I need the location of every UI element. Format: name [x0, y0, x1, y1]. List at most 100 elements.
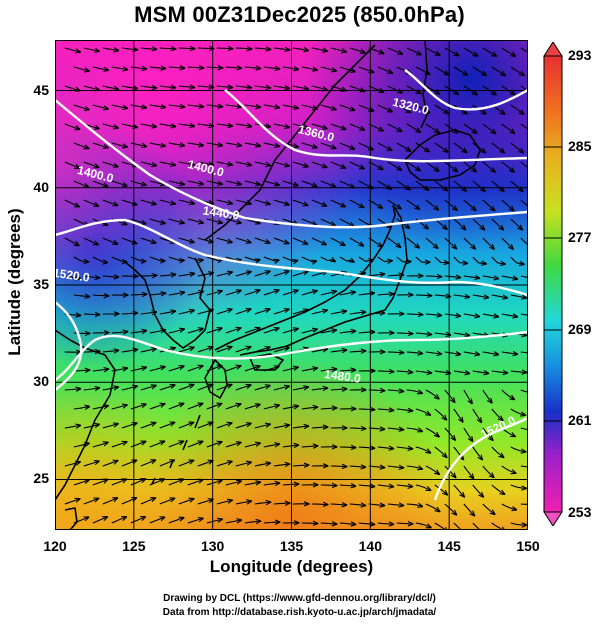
streamline-arrow	[358, 523, 375, 525]
streamline-arrow	[225, 442, 241, 448]
streamline-arrow	[368, 466, 385, 468]
streamline-arrow	[197, 48, 214, 49]
streamline-arrow	[225, 143, 242, 146]
streamline-arrow	[510, 218, 523, 230]
streamline-arrow	[168, 218, 184, 223]
streamline-arrow	[387, 199, 401, 209]
x-tick-label: 130	[200, 538, 225, 554]
streamline-arrow	[149, 367, 165, 372]
streamline-arrow	[254, 237, 270, 243]
streamline-arrow	[320, 256, 336, 262]
streamline-arrow	[311, 199, 327, 206]
streamline-arrow	[187, 180, 204, 184]
x-axis-label: Longitude (degrees)	[209, 557, 374, 576]
streamline-arrow	[83, 314, 100, 315]
colorbar-label-277: 277	[568, 229, 592, 245]
weather-map: 1320.0 1360.0 1400.0 1400.0 1440.0 1520.0 1480…	[55, 40, 528, 530]
streamline-arrow	[159, 311, 176, 314]
streamline-arrow	[235, 423, 251, 429]
streamline-arrow	[444, 427, 455, 440]
streamline-arrow	[121, 313, 138, 314]
streamline-arrow	[463, 123, 477, 133]
streamline-arrow	[282, 290, 298, 296]
streamline-arrow	[130, 517, 146, 524]
streamline-arrow	[273, 123, 290, 127]
streamline-arrow	[311, 504, 328, 505]
streamline-arrow	[349, 351, 366, 352]
streamline-arrow	[273, 464, 290, 466]
streamline-arrow	[206, 256, 222, 261]
streamline-arrow	[339, 142, 355, 149]
streamline-arrow	[292, 271, 308, 277]
streamline-arrow	[254, 424, 270, 429]
streamline-arrow	[339, 218, 354, 226]
streamline-arrow	[197, 86, 214, 87]
colorbar-label-269: 269	[568, 321, 592, 337]
streamline-arrow	[216, 385, 232, 391]
streamline-arrow	[140, 237, 156, 243]
streamline-arrow	[92, 369, 109, 371]
streamline-arrow	[330, 237, 345, 245]
streamline-arrow	[197, 385, 213, 391]
streamline-arrow	[377, 256, 393, 262]
x-tick-label: 125	[122, 538, 146, 554]
streamline-arrow	[149, 441, 165, 448]
streamline-arrow	[463, 276, 480, 278]
streamline-arrow	[377, 142, 392, 151]
streamline-arrow	[83, 498, 99, 505]
streamline-arrow	[282, 180, 298, 186]
streamline-arrow	[159, 385, 175, 391]
streamline-arrow	[102, 498, 118, 505]
streamline-arrow	[415, 256, 430, 262]
streamline-arrow	[377, 523, 394, 524]
streamline-arrow	[482, 237, 494, 249]
streamline-arrow	[425, 199, 439, 210]
streamline-arrow	[149, 180, 166, 185]
streamline-arrow	[349, 428, 366, 429]
streamline-arrow	[92, 442, 108, 448]
streamline-arrow	[501, 199, 514, 211]
streamline-arrow	[463, 314, 480, 317]
streamline-arrow	[121, 161, 138, 166]
streamline-arrow	[377, 447, 394, 449]
streamline-arrow	[168, 366, 184, 372]
streamline-arrow	[396, 485, 413, 487]
streamline-arrow	[178, 199, 195, 204]
streamline-arrow	[453, 446, 464, 460]
streamline-arrow	[387, 352, 404, 353]
streamline-arrow	[387, 275, 404, 276]
streamline-arrow	[320, 66, 337, 71]
streamline-arrow	[216, 272, 233, 277]
streamline-arrow	[235, 272, 251, 277]
streamline-arrow	[292, 465, 309, 466]
streamline-arrow	[168, 143, 185, 146]
streamline-arrow	[254, 86, 271, 88]
coastline-korea	[124, 257, 211, 349]
streamline-arrow	[301, 329, 318, 334]
streamline-arrow	[244, 366, 260, 372]
streamline-arrow	[415, 142, 429, 152]
streamline-arrow	[197, 273, 214, 277]
streamline-arrow	[406, 428, 423, 431]
streamline-arrow	[320, 104, 336, 110]
streamline-arrow	[64, 389, 81, 390]
streamline-arrow	[178, 499, 194, 505]
streamline-arrow	[159, 161, 176, 165]
streamline-arrow	[501, 85, 515, 95]
streamline-arrow	[83, 461, 99, 467]
streamline-arrow	[453, 256, 468, 263]
streamline-arrow	[396, 523, 413, 524]
streamline-arrow	[273, 86, 290, 89]
streamline-arrow	[501, 276, 518, 279]
streamline-arrow	[320, 291, 337, 296]
streamline-arrow	[292, 237, 308, 244]
streamline-arrow	[349, 312, 366, 314]
streamline-arrow	[178, 385, 194, 391]
streamline-arrow	[244, 443, 260, 448]
streamline-arrow	[425, 465, 440, 474]
streamline-arrow	[330, 199, 346, 207]
streamline-arrow	[358, 256, 374, 261]
streamline-arrow	[311, 123, 327, 129]
streamline-arrow	[520, 503, 528, 505]
streamline-arrow	[415, 371, 432, 373]
